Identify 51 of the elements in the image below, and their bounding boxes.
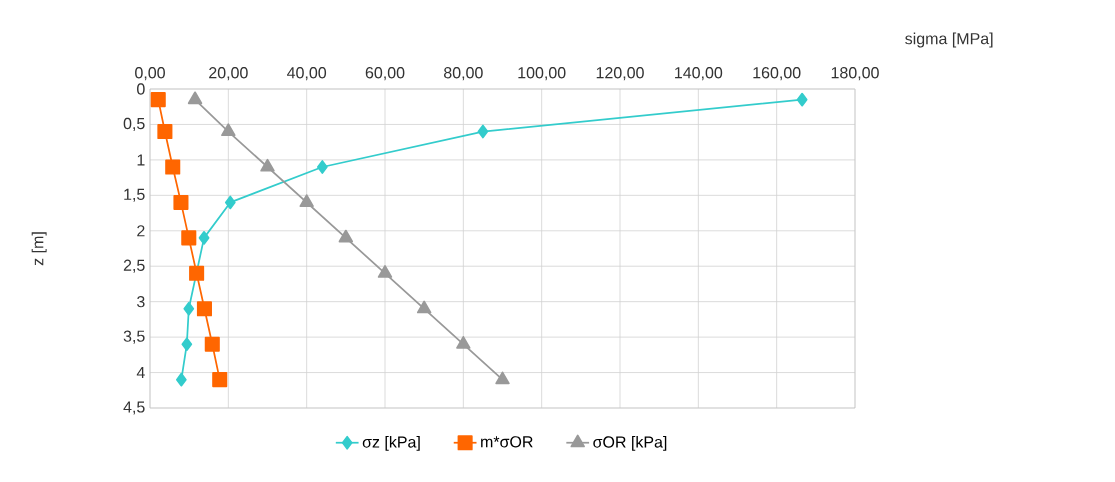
x-tick-label: 0,00 (135, 67, 165, 81)
y-tick-label: 1 (137, 154, 145, 166)
y-tick-label: 1,5 (124, 188, 145, 202)
point (173, 194, 189, 210)
legend-label: m*σOR (481, 436, 533, 448)
point (181, 337, 193, 352)
point (165, 159, 181, 175)
point (316, 160, 328, 174)
point (196, 301, 212, 317)
point (157, 124, 173, 140)
point (456, 336, 471, 349)
x-tick-label: 20,00 (209, 67, 248, 81)
point (181, 230, 197, 246)
point (150, 92, 166, 108)
point (175, 372, 187, 387)
x-tick-label: 60,00 (365, 67, 405, 81)
point (338, 229, 354, 243)
point (416, 300, 432, 314)
point (299, 194, 314, 207)
x-tick-label: 80,00 (444, 67, 483, 81)
point (198, 231, 210, 245)
x-tick-label: 180,00 (831, 67, 879, 81)
point (204, 336, 220, 352)
y-tick-label: 2 (137, 225, 145, 237)
point (260, 158, 275, 172)
point (796, 92, 808, 107)
y-tick-label: 4 (136, 367, 145, 379)
legend-label: σOR [kPa] (593, 435, 667, 451)
y-tick-label: 0 (137, 83, 145, 95)
point (495, 371, 510, 385)
y-axis-title: z [m] (31, 232, 47, 266)
x-tick-label: 40,00 (287, 67, 327, 81)
point (224, 195, 236, 210)
point (477, 124, 489, 139)
point (187, 91, 203, 105)
y-tick-label: 3 (137, 296, 145, 308)
point (377, 265, 393, 278)
x-axis-title: sigma [MPa] (905, 32, 993, 48)
point (212, 372, 228, 388)
x-tick-label: 140,00 (675, 67, 723, 81)
legend-label: σz [kPa] (362, 435, 420, 451)
x-tick-label: 160,00 (753, 67, 801, 81)
point (183, 301, 195, 316)
y-tick-label: 3,5 (123, 330, 145, 344)
y-tick-label: 0,5 (123, 117, 145, 132)
point (221, 123, 236, 137)
y-tick-label: 4,5 (123, 401, 145, 415)
x-tick-label: 120,00 (596, 67, 644, 81)
point (189, 265, 205, 281)
x-tick-label: 100,00 (518, 67, 566, 81)
y-tick-label: 2,5 (123, 259, 145, 273)
